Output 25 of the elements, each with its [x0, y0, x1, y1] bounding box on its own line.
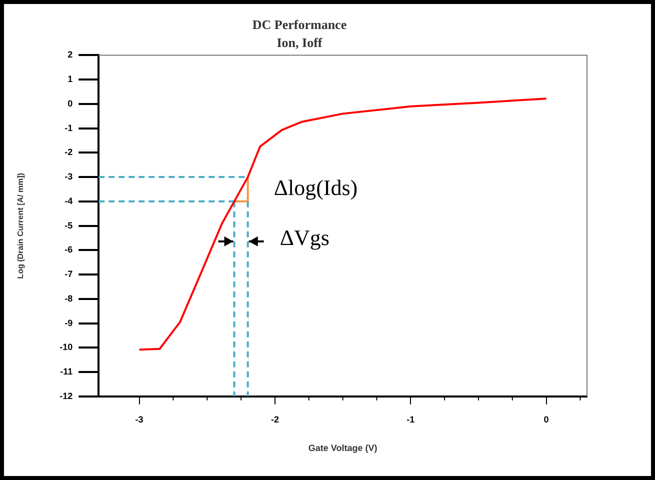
- y-tick-label: -4: [64, 196, 73, 206]
- y-tick-label: 2: [68, 50, 73, 60]
- x-tick-label: -1: [406, 414, 415, 424]
- x-tick-label: 0: [544, 414, 549, 424]
- y-tick-label: -2: [64, 147, 73, 158]
- y-tick-label: -9: [64, 318, 73, 328]
- annotation: ΔVgs: [280, 225, 330, 250]
- y-tick-label: -8: [64, 293, 73, 304]
- x-tick-label: -2: [270, 414, 279, 424]
- y-tick-label: 1: [68, 74, 73, 84]
- y-tick-label: -11: [60, 366, 73, 377]
- y-tick-label: -12: [60, 390, 73, 401]
- y-tick-label: 0: [68, 98, 73, 108]
- y-tick-label: -7: [64, 269, 73, 280]
- y-tick-label: -5: [64, 220, 73, 230]
- y-axis-title: Log (Drain Current [A/ mm]): [16, 172, 26, 279]
- y-tick-label: -6: [64, 244, 73, 255]
- chart-subtitle: Ion, Ioff: [276, 34, 323, 50]
- x-tick-label: -3: [135, 414, 144, 424]
- y-tick-label: -3: [64, 172, 73, 182]
- y-tick-label: -1: [64, 122, 73, 133]
- y-tick-label: -10: [60, 342, 73, 352]
- x-axis-title: Gate Voltage (V): [308, 443, 378, 454]
- chart-title: DC Performance: [252, 17, 347, 32]
- annotation: Δlog(Ids): [274, 175, 358, 200]
